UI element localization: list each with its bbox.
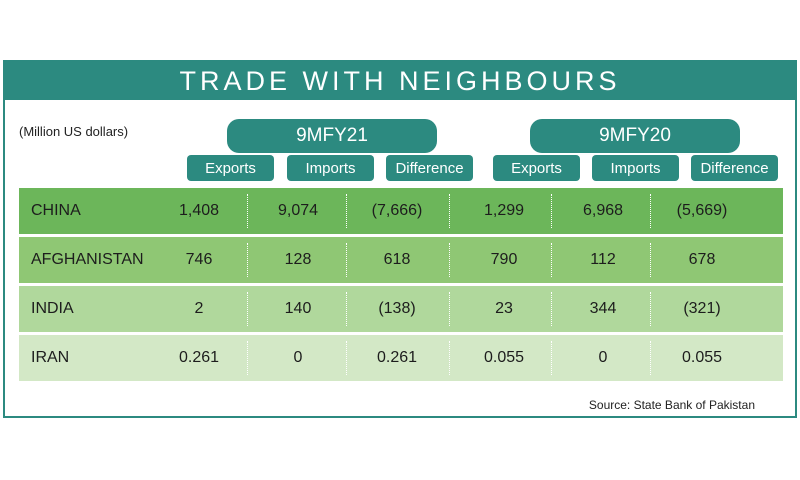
table-cell: 618 <box>383 251 411 268</box>
table-row: CHINA 1,408 9,074 (7,666) 1,299 6,968 (5,669) <box>19 188 783 234</box>
column-separator <box>346 194 347 228</box>
column-separator <box>650 341 651 375</box>
table-row: AFGHANISTAN 746 128 618 790 112 678 <box>19 237 783 283</box>
table-cell: 0 <box>293 349 303 366</box>
table-cell: 0.055 <box>681 349 723 366</box>
table-cell: 128 <box>284 251 312 268</box>
column-separator <box>346 292 347 326</box>
table-cell: 23 <box>495 300 513 317</box>
column-separator <box>650 292 651 326</box>
country-label: AFGHANISTAN <box>31 251 144 268</box>
table-cell: 1,408 <box>178 202 220 219</box>
column-separator <box>551 341 552 375</box>
table-cell: (138) <box>378 300 416 317</box>
col-head-exports-21: Exports <box>187 155 274 181</box>
country-label: INDIA <box>31 300 74 317</box>
column-separator <box>247 292 248 326</box>
table-cell: 2 <box>194 300 204 317</box>
table-cell: 0.055 <box>483 349 525 366</box>
table-cell: 678 <box>688 251 716 268</box>
col-head-imports-21: Imports <box>287 155 374 181</box>
table-cell: (5,669) <box>676 202 728 219</box>
column-separator <box>449 341 450 375</box>
column-separator <box>551 243 552 277</box>
table-row: INDIA 2 140 (138) 23 344 (321) <box>19 286 783 332</box>
table-cell: 0.261 <box>178 349 220 366</box>
table-row: IRAN 0.261 0 0.261 0.055 0 0.055 <box>19 335 783 381</box>
column-separator <box>346 243 347 277</box>
column-separator <box>449 194 450 228</box>
units-note: (Million US dollars) <box>19 124 129 139</box>
table-cell: (321) <box>683 300 721 317</box>
column-separator <box>551 194 552 228</box>
table-cell: 344 <box>589 300 617 317</box>
country-label: IRAN <box>31 349 70 366</box>
column-separator <box>551 292 552 326</box>
column-separator <box>346 341 347 375</box>
infographic-frame: TRADE WITH NEIGHBOURS (Million US dollar… <box>3 60 797 418</box>
table-cell: 6,968 <box>582 202 624 219</box>
table-cell: 9,074 <box>277 202 319 219</box>
table-cell: 0 <box>598 349 608 366</box>
column-separator <box>650 243 651 277</box>
table-cell: 112 <box>590 251 616 268</box>
table-cell: (7,666) <box>371 202 423 219</box>
table-cell: 746 <box>185 251 213 268</box>
col-head-imports-20: Imports <box>592 155 679 181</box>
column-separator <box>247 194 248 228</box>
table-cell: 0.261 <box>376 349 418 366</box>
column-separator <box>449 292 450 326</box>
country-label: CHINA <box>31 202 81 219</box>
period-header-9mfy21: 9MFY21 <box>227 119 437 153</box>
source-note: Source: State Bank of Pakistan <box>588 398 755 412</box>
col-head-difference-20: Difference <box>691 155 778 181</box>
title: TRADE WITH NEIGHBOURS <box>179 65 621 96</box>
col-head-exports-20: Exports <box>493 155 580 181</box>
col-head-difference-21: Difference <box>386 155 473 181</box>
column-separator <box>247 341 248 375</box>
table-cell: 790 <box>490 251 518 268</box>
period-header-9mfy20: 9MFY20 <box>530 119 740 153</box>
column-separator <box>247 243 248 277</box>
column-separator <box>650 194 651 228</box>
table-cell: 140 <box>284 300 312 317</box>
column-separator <box>449 243 450 277</box>
period-label: 9MFY21 <box>296 125 368 146</box>
table-cell: 1,299 <box>483 202 525 219</box>
title-bar: TRADE WITH NEIGHBOURS <box>5 62 795 100</box>
period-label: 9MFY20 <box>599 125 671 146</box>
